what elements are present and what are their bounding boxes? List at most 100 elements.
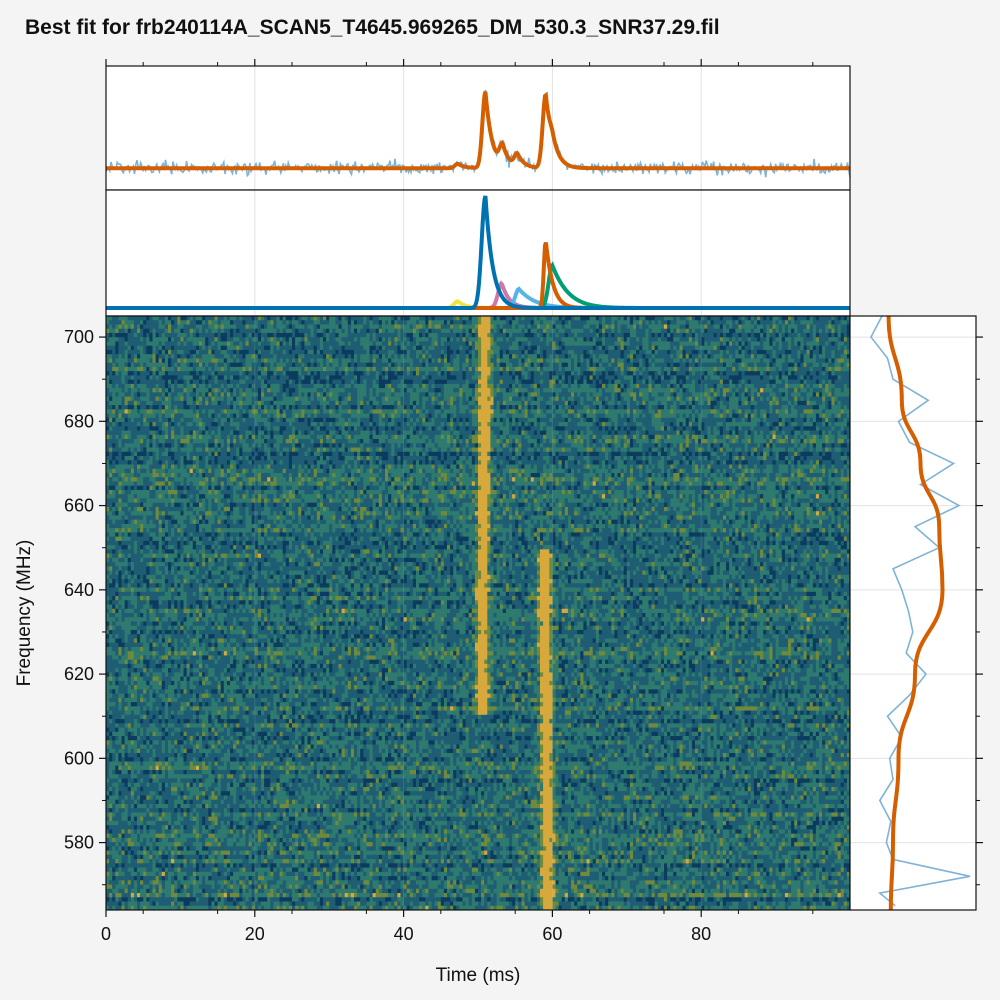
heatmap-cell bbox=[747, 320, 752, 325]
heatmap-cell bbox=[471, 392, 476, 398]
heatmap-cell bbox=[341, 375, 346, 381]
heatmap-cell bbox=[555, 358, 559, 364]
heatmap-cell bbox=[580, 379, 584, 385]
heatmap-cell bbox=[174, 358, 178, 364]
heatmap-cell bbox=[474, 332, 479, 338]
heatmap-cell bbox=[540, 366, 544, 372]
heatmap-cell bbox=[431, 362, 435, 368]
heatmap-cell bbox=[310, 324, 315, 330]
heatmap-cell bbox=[428, 354, 432, 359]
heatmap-cell bbox=[750, 341, 755, 347]
heatmap-cell bbox=[772, 371, 776, 376]
heatmap-cell bbox=[394, 371, 398, 376]
heatmap-cell bbox=[388, 371, 392, 376]
heatmap-cell bbox=[620, 320, 625, 325]
heatmap-cell bbox=[400, 383, 404, 389]
heatmap-cell bbox=[140, 379, 144, 385]
heatmap-cell bbox=[837, 324, 842, 330]
heatmap-cell bbox=[809, 388, 814, 393]
heatmap-cell bbox=[543, 345, 547, 351]
heatmap-cell bbox=[372, 349, 377, 355]
heatmap-cell bbox=[403, 388, 408, 393]
heatmap-cell bbox=[288, 375, 293, 381]
heatmap-cell bbox=[127, 392, 132, 398]
heatmap-cell bbox=[403, 320, 408, 325]
heatmap-cell bbox=[304, 388, 308, 393]
heatmap-cell bbox=[617, 388, 621, 393]
heatmap-cell bbox=[738, 332, 742, 338]
heatmap-cell bbox=[307, 379, 311, 385]
heatmap-cell bbox=[769, 349, 773, 355]
heatmap-cell bbox=[598, 349, 603, 355]
heatmap-cell bbox=[713, 388, 718, 393]
heatmap-cell bbox=[443, 396, 448, 402]
heatmap-cell bbox=[301, 316, 305, 321]
heatmap-cell bbox=[168, 354, 172, 359]
heatmap-cell bbox=[347, 324, 352, 330]
heatmap-cell bbox=[549, 320, 553, 325]
heatmap-cell bbox=[456, 366, 460, 372]
heatmap-cell bbox=[133, 388, 138, 393]
heatmap-cell bbox=[397, 371, 401, 376]
heatmap-cell bbox=[657, 388, 662, 393]
heatmap-cell bbox=[490, 392, 494, 398]
heatmap-cell bbox=[478, 354, 482, 359]
heatmap-cell bbox=[310, 341, 315, 347]
heatmap-cell bbox=[543, 362, 547, 368]
heatmap-cell bbox=[673, 341, 677, 347]
heatmap-cell bbox=[195, 388, 200, 393]
heatmap-cell bbox=[456, 383, 460, 389]
heatmap-cell bbox=[676, 358, 680, 364]
heatmap-cell bbox=[357, 371, 361, 376]
heatmap-cell bbox=[344, 383, 349, 389]
heatmap-cell bbox=[400, 366, 404, 372]
heatmap-cell bbox=[288, 388, 293, 393]
heatmap-cell bbox=[350, 396, 355, 402]
heatmap-cell bbox=[437, 388, 442, 393]
heatmap-cell bbox=[372, 396, 377, 402]
heatmap-cell bbox=[158, 375, 163, 381]
heatmap-cell bbox=[651, 320, 656, 325]
heatmap-cell bbox=[667, 354, 671, 359]
heatmap-cell bbox=[254, 366, 259, 372]
heatmap-cell bbox=[276, 396, 280, 402]
heatmap-cell bbox=[288, 400, 293, 406]
heatmap-cell bbox=[273, 396, 277, 402]
heatmap-cell bbox=[416, 383, 420, 389]
heatmap-cell bbox=[698, 388, 702, 393]
heatmap-cell bbox=[828, 388, 832, 393]
heatmap-cell bbox=[843, 388, 848, 393]
heatmap-cell bbox=[722, 316, 727, 321]
heatmap-cell bbox=[301, 379, 305, 385]
heatmap-cell bbox=[412, 362, 417, 368]
heatmap-cell bbox=[412, 392, 417, 398]
heatmap-cell bbox=[295, 358, 299, 364]
heatmap-cell bbox=[168, 383, 172, 389]
heatmap-cell bbox=[459, 341, 463, 347]
heatmap-cell bbox=[285, 388, 290, 393]
heatmap-cell bbox=[242, 379, 246, 385]
heatmap-cell bbox=[270, 371, 274, 376]
heatmap-cell bbox=[620, 383, 625, 389]
heatmap-cell bbox=[574, 358, 578, 364]
heatmap-cell bbox=[468, 375, 473, 381]
heatmap-cell bbox=[660, 379, 665, 385]
heatmap-cell bbox=[602, 345, 606, 351]
heatmap-cell bbox=[419, 349, 423, 355]
heatmap-cell bbox=[338, 324, 342, 330]
heatmap-cell bbox=[788, 379, 792, 385]
heatmap-cell bbox=[493, 375, 497, 381]
heatmap-cell bbox=[552, 366, 556, 372]
heatmap-cell bbox=[738, 328, 742, 334]
heatmap-cell bbox=[468, 332, 473, 338]
heatmap-cell bbox=[843, 316, 848, 321]
heatmap-cell bbox=[363, 375, 367, 381]
heatmap-cell bbox=[846, 371, 851, 376]
heatmap-cell bbox=[636, 375, 640, 381]
heatmap-cell bbox=[397, 396, 401, 402]
heatmap-cell bbox=[763, 328, 767, 334]
heatmap-cell bbox=[664, 341, 668, 347]
heatmap-cell bbox=[332, 388, 336, 393]
heatmap-cell bbox=[571, 396, 575, 402]
heatmap-cell bbox=[245, 383, 249, 389]
